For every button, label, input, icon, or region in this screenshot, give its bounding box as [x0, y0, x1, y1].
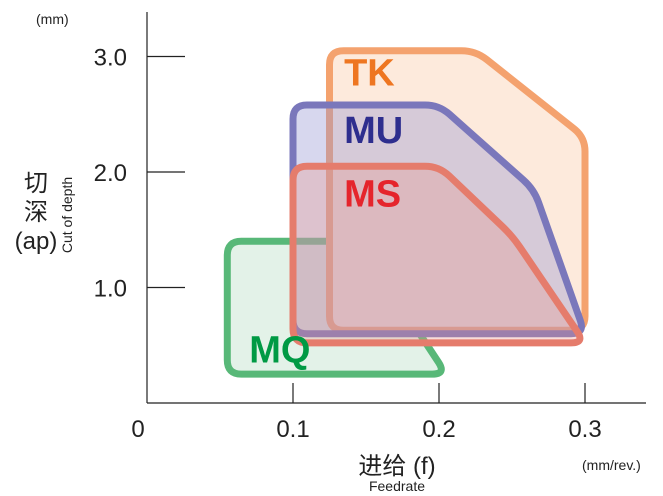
y-label-cjk-1: 切	[24, 170, 48, 197]
ticks: 1.0 2.0 3.0 0 0.1 0.2 0.3	[94, 45, 602, 444]
x-tick-label-0: 0	[131, 416, 144, 443]
region-label-ms: MS	[344, 174, 401, 216]
region-tk	[326, 47, 589, 334]
x-tick-label-1: 0.1	[276, 416, 309, 443]
region-label-mu: MU	[344, 110, 403, 152]
y-tick-label-1: 2.0	[94, 160, 127, 187]
x-label: 进给 (f)	[358, 453, 435, 480]
x-label-english: Feedrate	[369, 478, 425, 494]
x-tick-label-3: 0.3	[568, 416, 601, 443]
y-tick-label-0: 1.0	[94, 276, 127, 303]
regions: MQ TK MU MS	[223, 47, 589, 378]
region-label-mq: MQ	[249, 330, 310, 372]
x-tick-label-2: 0.2	[422, 416, 455, 443]
region-ms	[289, 162, 584, 347]
region-mu	[289, 101, 585, 338]
y-label-cjk-2: 深	[24, 199, 48, 226]
y-unit-label: (mm)	[36, 11, 69, 27]
x-unit-label: (mm/rev.)	[582, 457, 641, 473]
y-tick-label-2: 3.0	[94, 45, 127, 72]
axes	[146, 12, 646, 404]
region-label-tk: TK	[344, 52, 395, 94]
y-label-abbr: (ap)	[15, 228, 58, 255]
y-label-english: Cut of depth	[59, 177, 75, 253]
